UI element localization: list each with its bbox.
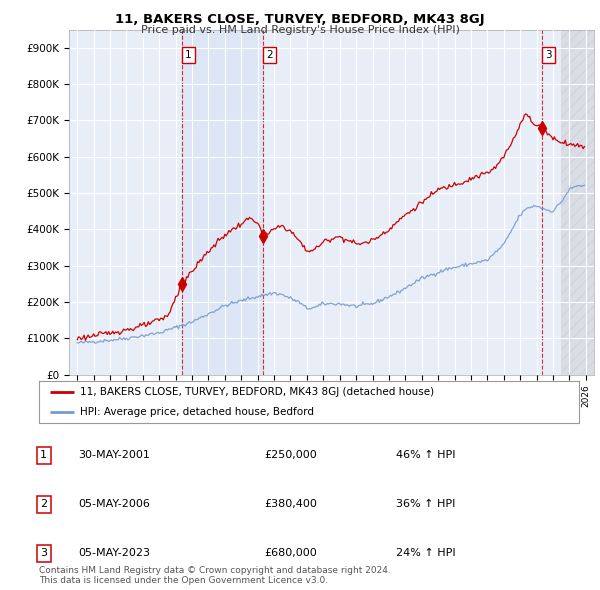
Text: HPI: Average price, detached house, Bedford: HPI: Average price, detached house, Bedf…: [79, 408, 314, 417]
Text: 24% ↑ HPI: 24% ↑ HPI: [396, 549, 455, 558]
Text: 30-MAY-2001: 30-MAY-2001: [78, 451, 150, 460]
Text: Price paid vs. HM Land Registry's House Price Index (HPI): Price paid vs. HM Land Registry's House …: [140, 25, 460, 35]
Text: Contains HM Land Registry data © Crown copyright and database right 2024.
This d: Contains HM Land Registry data © Crown c…: [39, 566, 391, 585]
Text: 3: 3: [545, 50, 552, 60]
Text: 05-MAY-2023: 05-MAY-2023: [78, 549, 150, 558]
Text: 05-MAY-2006: 05-MAY-2006: [78, 500, 150, 509]
Text: 11, BAKERS CLOSE, TURVEY, BEDFORD, MK43 8GJ (detached house): 11, BAKERS CLOSE, TURVEY, BEDFORD, MK43 …: [79, 388, 434, 398]
Text: £380,400: £380,400: [264, 500, 317, 509]
Text: £680,000: £680,000: [264, 549, 317, 558]
Text: 1: 1: [40, 451, 47, 460]
Bar: [561, 30, 594, 375]
Text: 3: 3: [40, 549, 47, 558]
Bar: [182, 30, 263, 375]
Text: 2: 2: [40, 500, 47, 509]
Text: 1: 1: [185, 50, 192, 60]
Text: 2: 2: [266, 50, 273, 60]
Text: 11, BAKERS CLOSE, TURVEY, BEDFORD, MK43 8GJ: 11, BAKERS CLOSE, TURVEY, BEDFORD, MK43 …: [115, 13, 485, 26]
Text: 46% ↑ HPI: 46% ↑ HPI: [396, 451, 455, 460]
Text: £250,000: £250,000: [264, 451, 317, 460]
Text: 36% ↑ HPI: 36% ↑ HPI: [396, 500, 455, 509]
